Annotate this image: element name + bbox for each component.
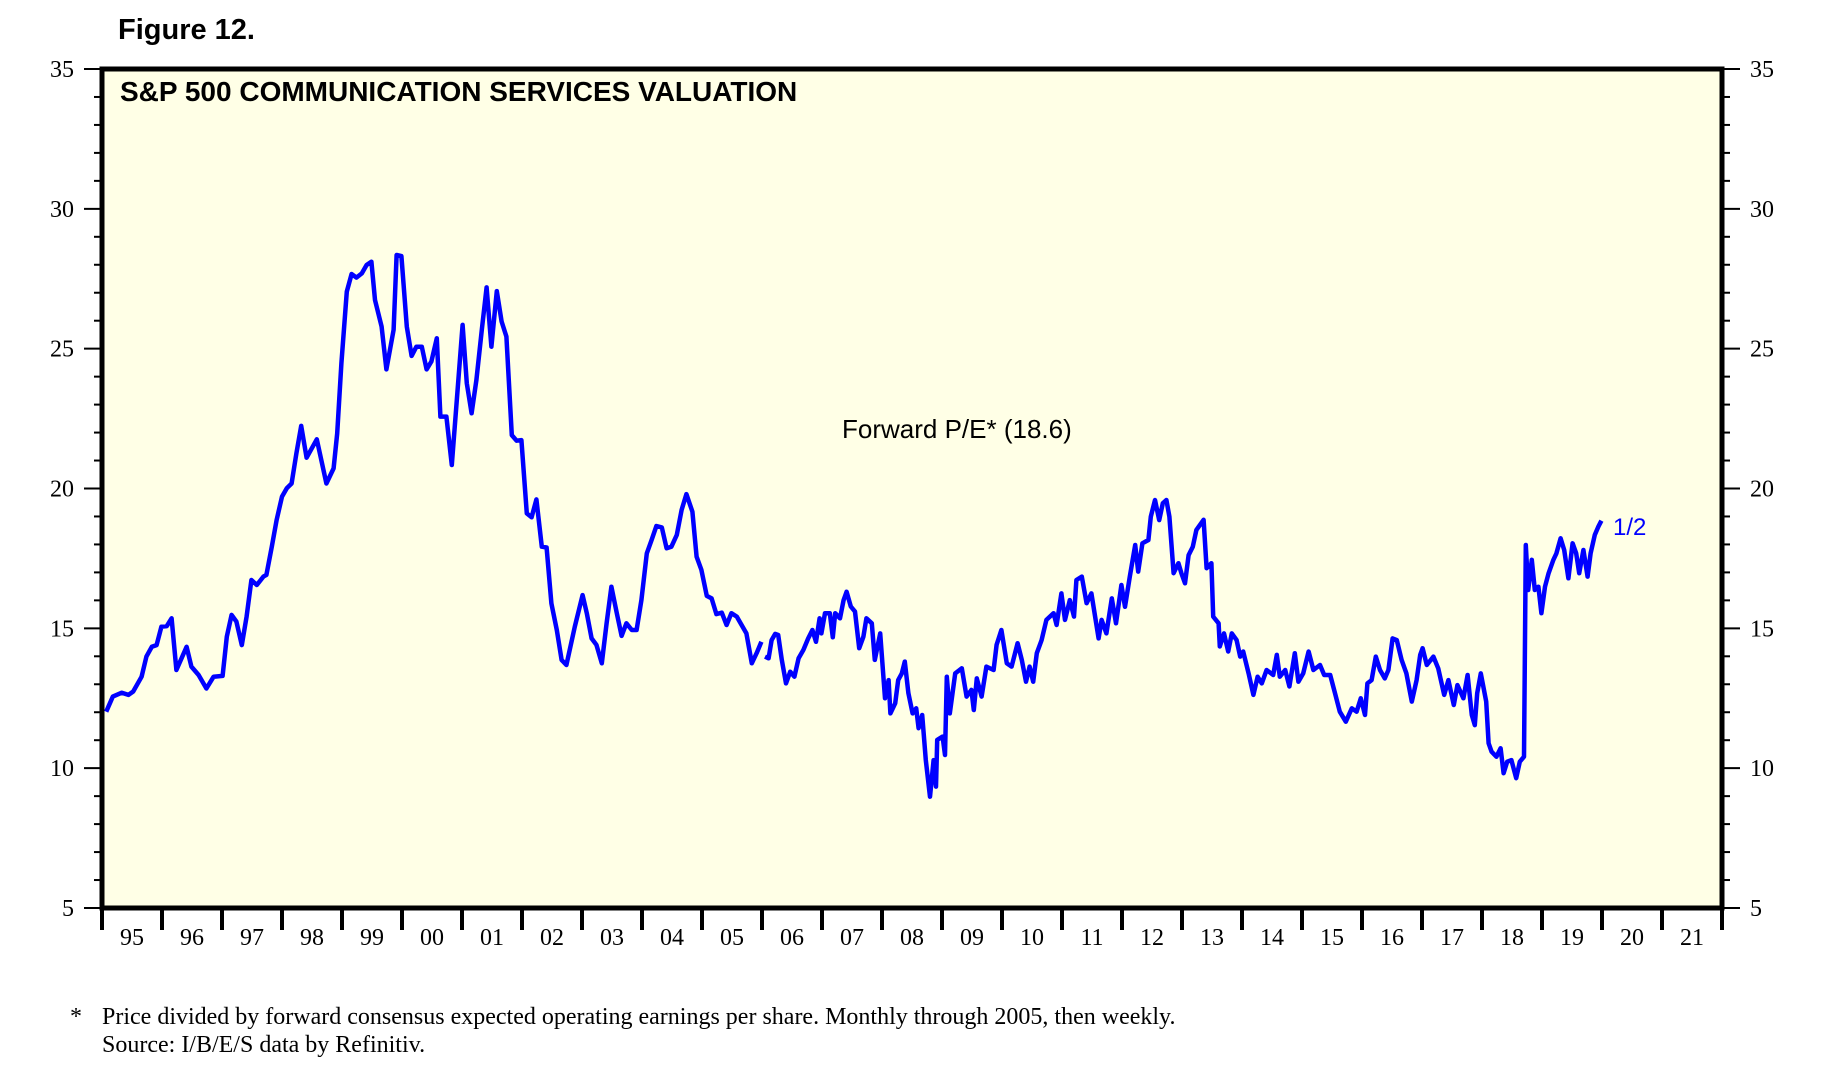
x-tick-label: 04 (660, 925, 684, 951)
pe-series-line-2 (764, 497, 1604, 799)
x-tick-label: 03 (600, 925, 624, 951)
series-layer (104, 252, 1604, 799)
y-tick-label-left: 25 (50, 337, 74, 363)
x-tick-label: 20 (1620, 925, 1644, 951)
y-tick-label-right: 30 (1750, 197, 1774, 223)
axes-layer: 5 5 10 10 15 15 20 20 25 25 30 30 35 35 95 96 97 98 99 00 01… (50, 57, 1774, 951)
chart-title: S&P 500 COMMUNICATION SERVICES VALUATION (120, 76, 797, 107)
x-tick-label: 95 (120, 925, 144, 951)
y-tick-label-right: 35 (1750, 57, 1774, 83)
x-tick-label: 99 (360, 925, 384, 951)
x-tick-label: 17 (1440, 925, 1464, 951)
y-tick-label-left: 5 (62, 896, 74, 922)
figure-label: Figure 12. (118, 14, 255, 46)
y-tick-label-right: 10 (1750, 756, 1774, 782)
y-tick-label-left: 20 (50, 477, 74, 503)
plot-area (102, 69, 1722, 908)
x-tick-label: 19 (1560, 925, 1584, 951)
x-tick-label: 08 (900, 925, 924, 951)
x-tick-label: 16 (1380, 925, 1404, 951)
x-tick-label: 96 (180, 925, 204, 951)
y-tick-label-left: 35 (50, 57, 74, 83)
x-tick-label: 12 (1140, 925, 1164, 951)
x-tick-label: 07 (840, 925, 864, 951)
footnote-marker: * (70, 1004, 82, 1030)
x-tick-label: 15 (1320, 925, 1344, 951)
x-tick-label: 14 (1260, 925, 1284, 951)
footnote-line-1: Price divided by forward consensus expec… (102, 1004, 1176, 1030)
y-tick-label-right: 5 (1750, 896, 1762, 922)
x-tick-label: 02 (540, 925, 564, 951)
y-tick-label-right: 20 (1750, 477, 1774, 503)
x-tick-label: 06 (780, 925, 804, 951)
x-tick-label: 10 (1020, 925, 1044, 951)
end-date-label: 1/2 (1613, 514, 1646, 541)
x-tick-label: 18 (1500, 925, 1524, 951)
x-tick-label: 09 (960, 925, 984, 951)
y-tick-label-left: 10 (50, 756, 74, 782)
y-tick-label-left: 30 (50, 197, 74, 223)
x-tick-label: 00 (420, 925, 444, 951)
x-tick-label: 21 (1680, 925, 1704, 951)
x-tick-label: 11 (1080, 925, 1103, 951)
footnote-source: Source: I/B/E/S data by Refinitiv. (102, 1032, 426, 1058)
x-tick-label: 97 (240, 925, 264, 951)
y-tick-label-right: 15 (1750, 616, 1774, 642)
y-tick-label-left: 15 (50, 616, 74, 642)
x-tick-label: 98 (300, 925, 324, 951)
forward-pe-annotation: Forward P/E* (18.6) (842, 414, 1072, 444)
pe-series-line-1 (104, 252, 764, 713)
x-tick-label: 01 (480, 925, 504, 951)
x-tick-label: 05 (720, 925, 744, 951)
y-tick-label-right: 25 (1750, 337, 1774, 363)
x-tick-label: 13 (1200, 925, 1224, 951)
